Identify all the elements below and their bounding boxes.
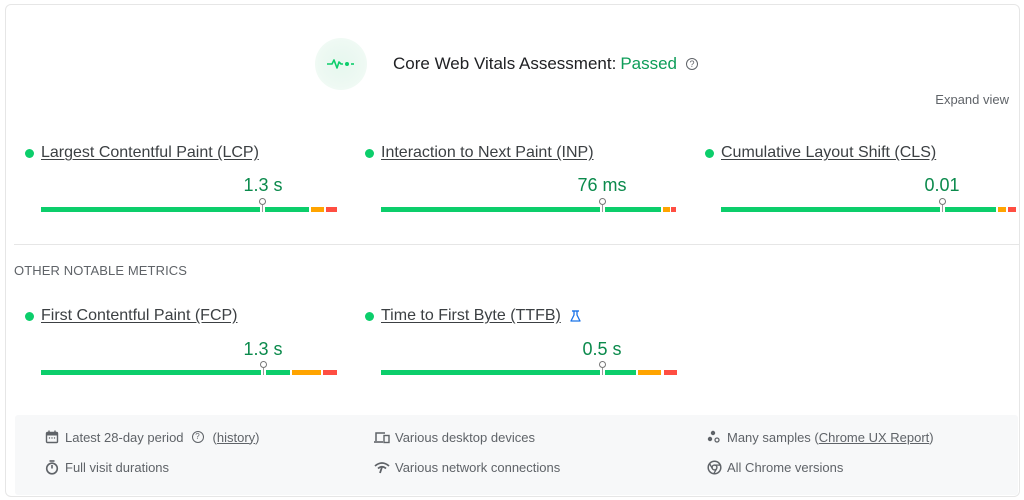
metric-link-cls[interactable]: Cumulative Layout Shift (CLS) <box>721 144 937 161</box>
metric-inp: Interaction to Next Paint (INP) <box>365 143 665 163</box>
devices-text: Various desktop devices <box>395 429 535 445</box>
period-text: Latest 28-day period <box>65 429 184 445</box>
metric-link-lcp[interactable]: Largest Contentful Paint (LCP) <box>41 144 259 161</box>
good-status-dot <box>365 148 374 158</box>
percentile-marker <box>260 361 267 375</box>
metric-cls: Cumulative Layout Shift (CLS) <box>705 143 1005 163</box>
metric-link-fcp[interactable]: First Contentful Paint (FCP) <box>41 307 238 324</box>
metric-link-inp[interactable]: Interaction to Next Paint (INP) <box>381 144 594 161</box>
distribution-bar-cls <box>721 198 1017 212</box>
metric-link-ttfb[interactable]: Time to First Byte (TTFB) <box>381 307 561 324</box>
footer-period: Latest 28-day period ? (history) <box>44 428 260 446</box>
chrome-versions-text: All Chrome versions <box>727 459 844 475</box>
devices-icon <box>374 429 390 445</box>
network-signal-icon <box>374 459 390 475</box>
durations-text: Full visit durations <box>65 459 170 475</box>
metric-value-cls: 0.01 <box>924 175 960 195</box>
chrome-ux-report-link[interactable]: Chrome UX Report <box>818 429 930 445</box>
section-divider <box>14 244 1020 245</box>
good-status-dot <box>25 311 34 321</box>
stopwatch-icon <box>44 459 60 475</box>
core-web-vitals-card <box>5 4 1020 497</box>
pulse-badge <box>315 38 367 90</box>
footer-network: Various network connections <box>374 458 560 476</box>
distribution-bar-inp <box>381 198 677 212</box>
footer-durations: Full visit durations <box>44 458 169 476</box>
metric-ttfb: Time to First Byte (TTFB) <box>365 306 665 326</box>
period-help-icon[interactable]: ? <box>191 431 204 443</box>
percentile-marker <box>259 198 266 212</box>
data-source-footer <box>15 415 1018 495</box>
metric-value-ttfb: 0.5 s <box>582 339 622 359</box>
help-icon[interactable]: ? <box>686 58 699 70</box>
distribution-bar-lcp <box>41 198 337 212</box>
assessment-title: Core Web Vitals Assessment: <box>393 54 617 73</box>
calendar-icon <box>44 429 60 445</box>
expand-view-button[interactable]: Expand view <box>935 92 1009 107</box>
good-status-dot <box>365 311 374 321</box>
percentile-marker <box>939 198 946 212</box>
samples-prefix: Many samples ( <box>727 429 819 445</box>
good-status-dot <box>705 148 714 158</box>
experimental-flask-icon <box>570 310 581 322</box>
footer-samples: Many samples (Chrome UX Report) <box>706 428 934 446</box>
metric-fcp: First Contentful Paint (FCP) <box>25 306 325 326</box>
metric-value-lcp: 1.3 s <box>243 175 283 195</box>
network-text: Various network connections <box>395 459 561 475</box>
chrome-icon <box>706 459 722 475</box>
distribution-bar-fcp <box>41 361 337 375</box>
history-link[interactable]: history <box>216 429 256 445</box>
assessment-status: Passed <box>620 54 678 73</box>
good-status-dot <box>25 148 34 158</box>
distribution-bar-ttfb <box>381 361 677 375</box>
footer-chrome-versions: All Chrome versions <box>706 458 843 476</box>
metric-lcp: Largest Contentful Paint (LCP) <box>25 143 325 163</box>
other-metrics-heading: OTHER NOTABLE METRICS <box>14 263 188 278</box>
metric-value-inp: 76 ms <box>577 175 627 195</box>
percentile-marker <box>599 198 606 212</box>
pulse-icon <box>327 59 354 69</box>
percentile-marker <box>599 361 606 375</box>
assessment-header: Core Web Vitals Assessment: Passed ? <box>315 38 699 90</box>
footer-devices: Various desktop devices <box>374 428 535 446</box>
metric-value-fcp: 1.3 s <box>243 339 283 359</box>
samples-icon <box>706 429 722 445</box>
